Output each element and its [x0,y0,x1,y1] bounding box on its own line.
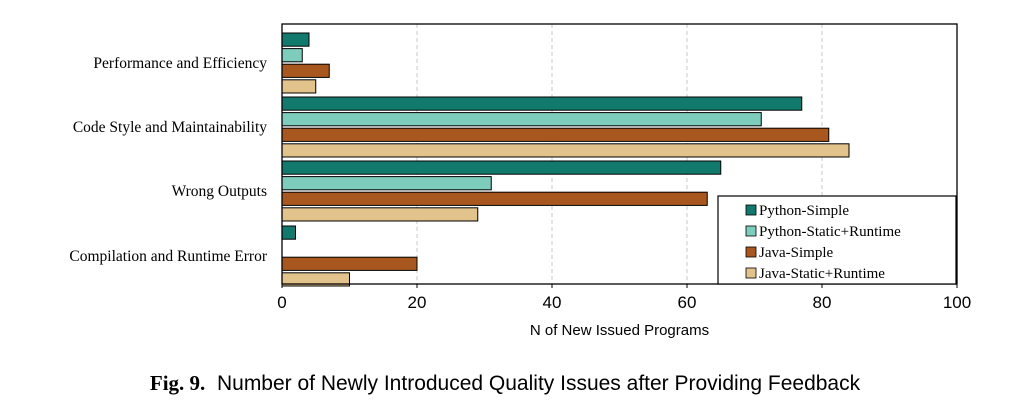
legend: Python-Simple Python-Static+Runtime Java-S… [717,195,957,285]
bar [281,207,479,222]
bar [281,79,317,94]
legend-label: Java-Simple [759,245,833,261]
bar [281,96,803,111]
figure-caption: Fig. 9. Number of Newly Introduced Quali… [0,371,1010,396]
caption-label: Fig. 9. [149,371,206,395]
category-label: Wrong Outputs [172,183,267,200]
caption-text: Number of Newly Introduced Quality Issue… [216,372,861,395]
plot-frame [281,23,958,285]
bar-chart: Performance and Efficiency Code Style and… [69,23,971,339]
x-tick-label: 20 [408,293,427,312]
bar [281,32,310,47]
bars [281,32,850,287]
category-label: Performance and Efficiency [93,55,267,72]
x-axis-label: N of New Issued Programs [530,322,709,339]
x-tick-label: 60 [678,293,697,312]
category-label: Code Style and Maintainability [73,119,267,136]
legend-box [717,195,957,285]
bar [281,176,492,191]
bar [281,63,330,78]
bar [281,127,830,142]
x-tick-label: 0 [277,293,286,312]
x-tick-label: 40 [543,293,562,312]
bar [281,256,418,271]
bar [281,160,722,175]
legend-swatch [745,204,757,216]
legend-label: Java-Static+Runtime [759,266,885,282]
category-labels: Performance and Efficiency Code Style and… [69,55,267,265]
category-label: Compilation and Runtime Error [69,248,267,265]
x-tick-label: 100 [943,293,971,312]
bar [281,48,303,63]
x-tick-labels: 0 20 40 60 80 100 [277,284,971,312]
bar [281,191,708,206]
legend-swatch [745,246,757,258]
legend-swatch [745,267,757,279]
legend-label: Python-Static+Runtime [759,224,901,240]
x-tick-label: 80 [813,293,832,312]
legend-label: Python-Simple [759,203,849,219]
legend-swatch [745,225,757,237]
bar [281,112,762,127]
bar [281,143,850,158]
bar [281,225,296,240]
